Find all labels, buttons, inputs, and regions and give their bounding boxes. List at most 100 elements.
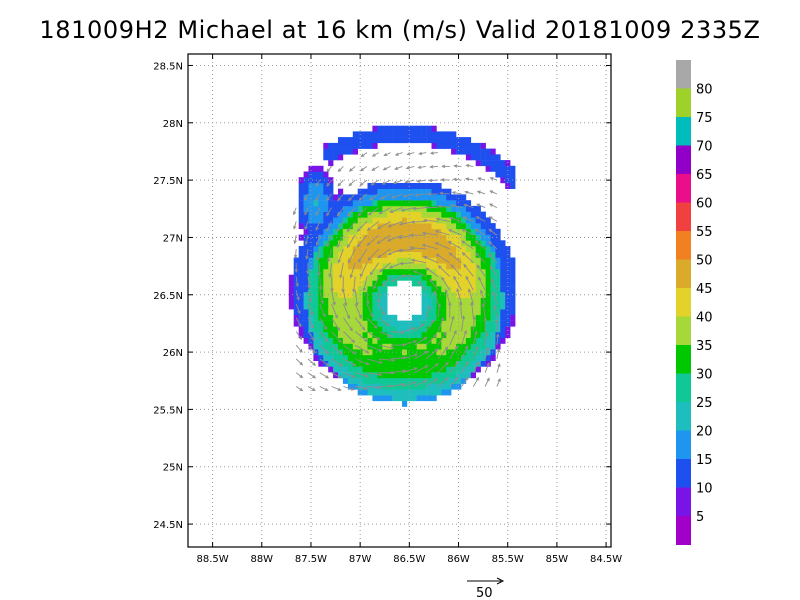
wind-speed-cell (431, 131, 437, 138)
wind-speed-cell (446, 314, 452, 321)
wind-speed-cell (323, 343, 329, 350)
wind-speed-cell (347, 246, 354, 252)
wind-speed-cell (451, 142, 457, 149)
wind-speed-cell (406, 389, 413, 396)
wind-vector-head (310, 324, 315, 329)
wind-speed-cell (446, 263, 452, 270)
wind-speed-cell (411, 343, 417, 350)
wind-speed-cell (465, 326, 472, 333)
wind-speed-cell (362, 246, 368, 252)
wind-speed-cell (328, 257, 334, 264)
wind-speed-cell (392, 280, 398, 287)
wind-speed-cell (485, 251, 491, 258)
wind-speed-cell (347, 148, 354, 155)
wind-vector (425, 319, 435, 332)
wind-speed-cell (333, 274, 339, 281)
wind-vector-head (312, 349, 316, 354)
wind-speed-cell (500, 165, 506, 172)
wind-speed-cell (485, 297, 491, 304)
wind-vector-head (448, 301, 452, 306)
wind-speed-cell (377, 326, 383, 333)
wind-speed-cell (421, 389, 427, 396)
wind-speed-cell (318, 200, 324, 207)
wind-speed-cell (362, 269, 368, 275)
wind-speed-cell (426, 377, 432, 384)
wind-vector-head (324, 387, 329, 391)
wind-speed-cell (446, 372, 452, 379)
wind-vector (496, 378, 501, 387)
wind-vector-head (496, 333, 500, 338)
wind-speed-cell (377, 257, 383, 264)
wind-speed-cell (475, 366, 481, 373)
wind-speed-cell (397, 183, 403, 189)
wind-vector (406, 165, 415, 169)
wind-speed-cell (333, 286, 339, 293)
wind-speed-cell (456, 280, 462, 287)
wind-speed-cell (338, 309, 344, 316)
wind-speed-cell (490, 355, 496, 361)
wind-speed-cell (347, 355, 354, 361)
wind-speed-cell (323, 234, 329, 241)
wind-speed-cell (475, 326, 481, 333)
wind-speed-cell (426, 246, 432, 252)
wind-speed-cell (461, 297, 467, 304)
wind-vector (414, 337, 427, 346)
wind-speed-cell (392, 366, 398, 373)
wind-speed-cell (431, 372, 437, 379)
wind-speed-cell (510, 286, 516, 293)
wind-speed-cell (323, 183, 329, 189)
wind-speed-cell (333, 154, 339, 161)
wind-speed-cell (426, 309, 432, 316)
wind-speed-cell (441, 280, 447, 287)
wind-vector-head (315, 197, 319, 202)
wind-speed-cell (313, 205, 319, 212)
wind-speed-cell (446, 188, 452, 195)
wind-speed-cell (397, 228, 403, 235)
wind-vector (353, 276, 356, 292)
wind-speed-cell (323, 320, 329, 327)
wind-speed-cell (490, 240, 496, 247)
wind-speed-cell (480, 251, 486, 258)
wind-vector-head (497, 363, 501, 368)
wind-speed-cell (323, 194, 329, 201)
wind-speed-cell (426, 395, 432, 402)
wind-vector (489, 216, 498, 222)
wind-speed-cell (500, 177, 506, 184)
wind-vector-head (447, 229, 452, 233)
wind-speed-cell (347, 377, 354, 384)
wind-speed-cell (416, 131, 422, 138)
wind-speed-cell (431, 360, 437, 367)
wind-speed-cell (382, 251, 388, 258)
wind-speed-cell (308, 286, 314, 293)
wind-speed-cell (446, 280, 452, 287)
wind-speed-cell (323, 148, 329, 155)
wind-speed-cell (382, 332, 388, 338)
wind-speed-cell (406, 194, 413, 201)
wind-vector (414, 270, 427, 277)
wind-speed-cell (451, 257, 457, 264)
wind-speed-cell (480, 343, 486, 350)
wind-vector-head (489, 203, 493, 207)
wind-speed-cell (367, 303, 373, 310)
wind-vector (435, 230, 450, 236)
wind-speed-cell (293, 286, 299, 293)
wind-speed-cell (411, 200, 417, 207)
wind-speed-cell (338, 240, 344, 247)
wind-speed-cell (313, 269, 319, 275)
wind-speed-cell (362, 303, 368, 310)
wind-speed-cell (338, 137, 344, 144)
wind-speed-cell (382, 309, 388, 316)
wind-speed-cell (342, 314, 349, 321)
wind-vector-head (394, 152, 399, 156)
wind-vector (347, 234, 356, 248)
wind-speed-cell (421, 223, 427, 230)
wind-speed-cell (298, 291, 304, 298)
wind-vector (465, 191, 474, 195)
wind-vector-head (339, 351, 343, 355)
wind-vector-head (304, 197, 308, 202)
wind-speed-cell (377, 343, 383, 350)
wind-vector (379, 207, 391, 215)
wind-speed-cell (328, 320, 334, 327)
wind-vector (430, 152, 438, 154)
wind-speed-cell (416, 343, 422, 350)
